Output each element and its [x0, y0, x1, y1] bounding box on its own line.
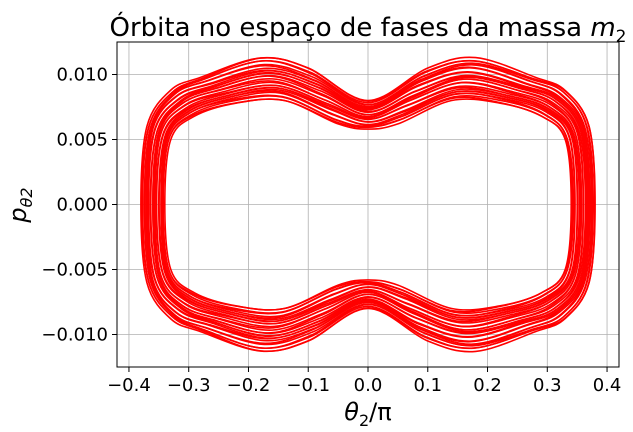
orbit-band — [140, 56, 596, 353]
x-tick-label: 0.1 — [413, 375, 442, 396]
x-tick-label: 0.2 — [473, 375, 502, 396]
orbit-trajectory-line — [145, 64, 591, 345]
y-tick-label: 0.010 — [56, 65, 108, 86]
y-axis-ticks: 0.010 0.005 0.000 −0.005 −0.010 — [41, 65, 117, 346]
orbit-trajectory-line — [147, 71, 588, 338]
orbit-trajectory-line — [140, 56, 596, 353]
y-tick-label: −0.005 — [41, 260, 108, 281]
orbit-trajectory-line — [161, 92, 575, 317]
orbit-trajectory-line — [141, 59, 595, 350]
x-tick-label: −0.2 — [227, 375, 271, 396]
orbit-trajectory-line — [149, 74, 587, 335]
y-tick-label: −0.010 — [41, 325, 108, 346]
orbit-trajectory-line — [153, 78, 583, 331]
chart-title: Órbita no espaço de fases da massa m2 — [110, 11, 627, 47]
x-axis-ticks: −0.4 −0.3 −0.2 −0.1 0.0 0.1 0.2 0.3 0.4 — [107, 367, 621, 396]
orbit-trajectory-line — [154, 81, 582, 328]
y-tick-label: 0.000 — [56, 195, 108, 216]
orbit-trajectory-line — [146, 67, 590, 342]
x-tick-label: 0.3 — [533, 375, 562, 396]
y-axis-label: pθ2 — [4, 187, 36, 223]
x-axis-label: θ2/π — [344, 398, 391, 430]
x-tick-label: 0.4 — [593, 375, 622, 396]
x-tick-label: −0.3 — [167, 375, 211, 396]
x-tick-label: −0.1 — [286, 375, 330, 396]
x-tick-label: 0.0 — [354, 375, 383, 396]
x-tick-label: −0.4 — [107, 375, 151, 396]
y-tick-label: 0.005 — [56, 130, 108, 151]
orbit-trajectory-line — [160, 90, 576, 319]
